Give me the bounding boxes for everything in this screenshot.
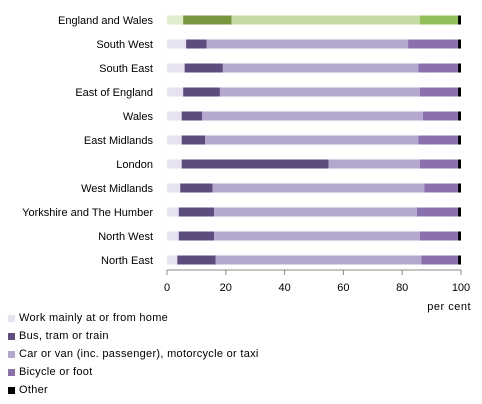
bar-segment [167,111,182,121]
legend-item: Bicycle or foot [8,363,259,381]
bar-segment [458,15,461,25]
category-label: Yorkshire and The Humber [22,207,153,219]
bar-segment [231,15,420,25]
bar-segment [181,135,206,145]
category-label: West Midlands [81,183,153,195]
x-axis-title: per cent [427,301,471,313]
bar-segment [419,159,459,169]
bar-segment [167,63,185,73]
x-tick-label: 20 [220,282,232,294]
bar-segment [167,87,184,97]
bar-segment [167,159,182,169]
bar-segment [202,111,423,121]
bar-segment [458,183,461,193]
bar-segment [180,183,213,193]
legend-label: Work mainly at or from home [19,312,169,324]
bar-segment [458,39,461,49]
legend-swatch [8,350,15,358]
category-labels: England and Wales South West South East Eas… [22,15,153,267]
category-label: South East [99,63,153,75]
x-ticks: 0 20 40 60 80 100 [164,270,470,294]
legend-label: Car or van (inc. passenger), motorcycle … [19,348,259,360]
bar-segment [186,39,207,49]
bar-segment [167,39,187,49]
bar-segment [422,111,459,121]
legend-swatch [8,368,15,376]
bar-segment [215,255,422,265]
bar-segment [167,135,182,145]
bar-segment [214,231,420,241]
bar-segment [167,15,184,25]
legend-label: Bicycle or foot [19,366,93,378]
bar-segment [419,231,459,241]
legend-label: Other [19,384,49,396]
bar-segment [424,183,459,193]
bar-segment [184,63,223,73]
bar-segment [167,183,181,193]
bar-segment [328,159,420,169]
x-tick-label: 80 [396,282,408,294]
bar-segment [212,183,425,193]
category-label: London [116,159,153,171]
bar-segment [419,15,459,25]
bar-segment [458,135,461,145]
category-label: Wales [123,111,154,123]
bar-segment [205,135,419,145]
legend-swatch [8,314,15,322]
bar-segment [214,207,417,217]
bar-segment [181,111,203,121]
x-tick-label: 60 [337,282,349,294]
legend-label: Bus, tram or train [19,330,109,342]
bar-segment [458,159,461,169]
category-label: East of England [75,87,153,99]
legend-item: Work mainly at or from home [8,309,259,327]
bar-segment [419,87,459,97]
category-label: East Midlands [84,135,154,147]
bar-segment [183,15,232,25]
legend-swatch [8,386,15,394]
legend-item: Other [8,381,259,399]
category-label: North West [98,231,153,243]
x-tick-label: 100 [452,282,470,294]
category-label: South West [96,39,153,51]
bar-segment [183,87,220,97]
bar-segment [458,63,461,73]
legend-swatch [8,332,15,340]
bar-segment [458,111,461,121]
category-label: England and Wales [58,15,153,27]
legend: Work mainly at or from home Bus, tram or … [8,309,259,399]
bar-segment [178,231,215,241]
x-tick-label: 0 [164,282,170,294]
bar-segment [222,63,419,73]
bar-segment [421,255,459,265]
legend-item: Car or van (inc. passenger), motorcycle … [8,345,259,363]
bar-segment [418,135,459,145]
x-tick-label: 40 [278,282,290,294]
bars-group [167,15,461,265]
bar-segment [177,255,216,265]
legend-item: Bus, tram or train [8,327,259,345]
category-label: North East [101,255,153,267]
bar-segment [408,39,459,49]
bar-segment [458,255,461,265]
bar-segment [458,207,461,217]
bar-segment [416,207,459,217]
bar-segment [178,207,215,217]
bar-segment [418,63,459,73]
bar-segment [219,87,420,97]
bar-segment [167,231,179,241]
bar-segment [458,231,461,241]
bar-segment [458,87,461,97]
bar-segment [181,159,329,169]
bar-segment [167,255,178,265]
bar-segment [167,207,179,217]
bar-segment [206,39,409,49]
